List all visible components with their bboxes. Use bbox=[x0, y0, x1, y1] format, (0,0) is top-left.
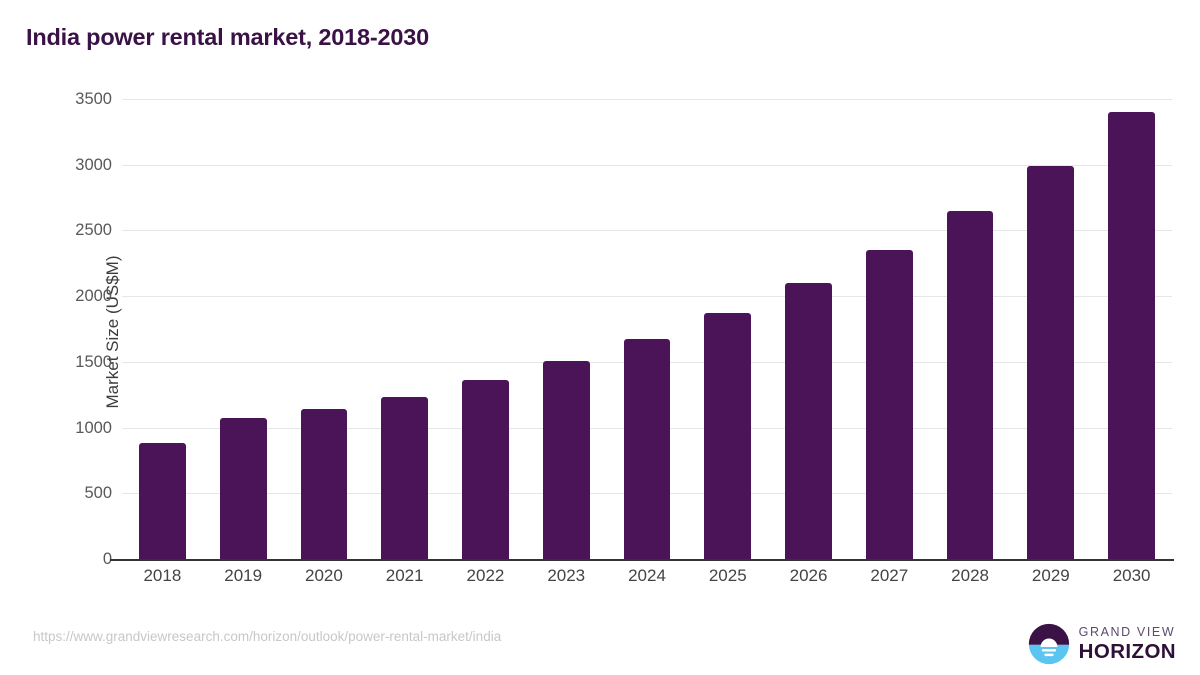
x-axis-tick-label: 2029 bbox=[1031, 566, 1070, 585]
bar[interactable] bbox=[381, 396, 429, 559]
bar-series bbox=[122, 99, 1172, 559]
gridline bbox=[122, 164, 1172, 166]
page-title: India power rental market, 2018-2030 bbox=[26, 24, 429, 50]
x-axis-tick-label: 2022 bbox=[466, 566, 505, 585]
x-axis-tick-label: 2020 bbox=[305, 566, 343, 585]
bar[interactable] bbox=[785, 283, 832, 559]
grand-view-horizon-logo[interactable]: GRAND VIEW HORIZON bbox=[1028, 620, 1176, 668]
x-axis-line bbox=[110, 559, 1174, 561]
bar[interactable] bbox=[300, 409, 348, 559]
logo-line-1: GRAND VIEW bbox=[1078, 625, 1176, 639]
bar[interactable] bbox=[623, 338, 671, 559]
y-axis-tick-label: 2000 bbox=[75, 287, 112, 306]
y-axis-tick-labels: 0 500 1000 1500 2000 2500 3000 3500 bbox=[14, 90, 112, 568]
bar[interactable] bbox=[462, 379, 509, 559]
x-axis-tick-label: 2030 bbox=[1112, 566, 1151, 585]
bar[interactable] bbox=[865, 250, 913, 559]
y-axis-tick-label: 0 bbox=[102, 550, 112, 568]
y-axis-tick-label: 3500 bbox=[75, 90, 112, 108]
logo-line-2: HORIZON bbox=[1078, 639, 1176, 663]
y-axis-tick-label: 1500 bbox=[75, 352, 112, 371]
gridline bbox=[122, 296, 1172, 298]
horizon-sun-icon bbox=[1028, 623, 1069, 665]
x-axis-tick-label: 2018 bbox=[143, 566, 182, 585]
x-axis-tick-label: 2026 bbox=[789, 566, 828, 585]
x-axis-tick-label: 2021 bbox=[385, 566, 424, 585]
bar[interactable] bbox=[946, 210, 994, 559]
y-axis-tick-label: 3000 bbox=[75, 155, 112, 174]
x-axis-tick-label: 2019 bbox=[224, 566, 263, 585]
bar[interactable] bbox=[138, 443, 186, 559]
x-axis-tick-label: 2027 bbox=[870, 566, 909, 585]
bar[interactable] bbox=[1108, 112, 1156, 559]
gridline bbox=[122, 230, 1172, 232]
x-axis-tick-label: 2025 bbox=[708, 566, 747, 585]
gridline bbox=[122, 99, 1172, 100]
bar[interactable] bbox=[1027, 166, 1075, 559]
y-axis-tick-label: 500 bbox=[84, 484, 112, 503]
logo-wordmark: GRAND VIEW HORIZON bbox=[1079, 626, 1176, 662]
x-axis-tick-label: 2028 bbox=[951, 566, 989, 585]
bar[interactable] bbox=[219, 417, 267, 559]
bar[interactable] bbox=[704, 312, 752, 559]
x-axis-tick-label: 2023 bbox=[547, 566, 586, 585]
y-axis-tick-label: 1000 bbox=[75, 418, 112, 437]
x-axis-tick-label: 2024 bbox=[628, 566, 666, 585]
source-url[interactable]: https://www.grandviewresearch.com/horizo… bbox=[33, 629, 502, 644]
bar[interactable] bbox=[542, 360, 590, 559]
y-axis-tick-label: 2500 bbox=[75, 221, 112, 240]
x-axis-tick-labels: 2018 2019 2020 2021 2022 2023 2024 2025 2026 2027… bbox=[122, 566, 1172, 596]
